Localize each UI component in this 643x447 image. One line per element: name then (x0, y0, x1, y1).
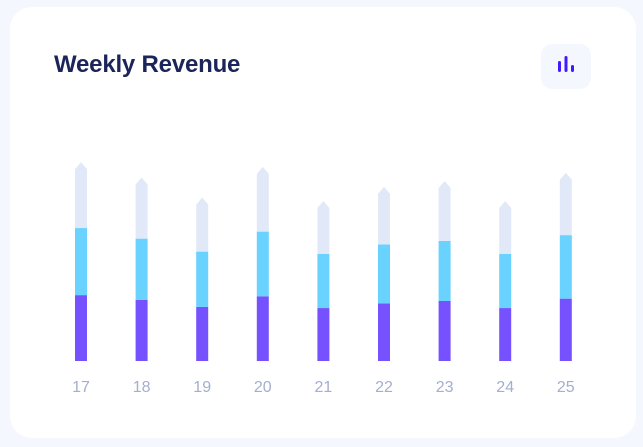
bar-segment-25-s2 (559, 235, 572, 299)
bar-segment-20-s3 (256, 166, 269, 232)
bar-segment-19-s1 (196, 306, 209, 361)
x-tick-label: 20 (254, 379, 272, 396)
x-tick-label: 24 (496, 379, 514, 396)
bar-segment-23-s3 (438, 181, 451, 241)
bar-segment-24-s1 (499, 308, 512, 361)
bar-segment-22-s1 (378, 303, 390, 361)
x-tick-label: 17 (72, 379, 90, 396)
bar-segment-25-s3 (559, 172, 572, 236)
bar-segment-23-s2 (438, 241, 451, 301)
bar-segment-25-s1 (559, 298, 572, 361)
bar-segment-18-s3 (135, 177, 148, 239)
bar-segment-23-s1 (438, 301, 451, 361)
bar-segment-21-s1 (317, 308, 330, 361)
x-tick-label: 22 (375, 379, 393, 396)
bar-segment-21-s2 (317, 253, 330, 309)
bar-segment-19-s3 (196, 197, 209, 252)
x-tick-label: 21 (315, 379, 333, 396)
card-title: Weekly Revenue (54, 51, 241, 78)
weekly-revenue-card: Weekly Revenue 17 18 19 20 21 22 23 24 25 (10, 7, 636, 438)
x-tick-label: 23 (436, 379, 454, 396)
x-tick-label: 19 (193, 379, 211, 396)
bar-segment-21-s3 (317, 201, 330, 254)
chart-toggle-button[interactable] (541, 44, 591, 89)
bar-segment-18-s1 (135, 299, 148, 361)
x-tick-label: 25 (557, 379, 575, 396)
revenue-chart: 17 18 19 20 21 22 23 24 25 (72, 162, 575, 396)
bar-segment-17-s2 (75, 228, 87, 296)
bar-segment-24-s2 (499, 253, 512, 309)
bar-segment-22-s2 (378, 244, 390, 304)
bar-segment-18-s2 (135, 238, 148, 300)
bar-segment-22-s3 (378, 186, 390, 245)
bar-segment-20-s2 (256, 231, 269, 297)
bar-segment-20-s1 (256, 296, 269, 361)
bar-chart-icon (556, 54, 576, 79)
x-tick-label: 18 (133, 379, 151, 396)
bar-segment-17-s1 (75, 295, 87, 361)
bar-segment-24-s3 (499, 201, 512, 254)
bar-segment-19-s2 (196, 251, 209, 307)
bar-segment-17-s3 (75, 162, 87, 229)
